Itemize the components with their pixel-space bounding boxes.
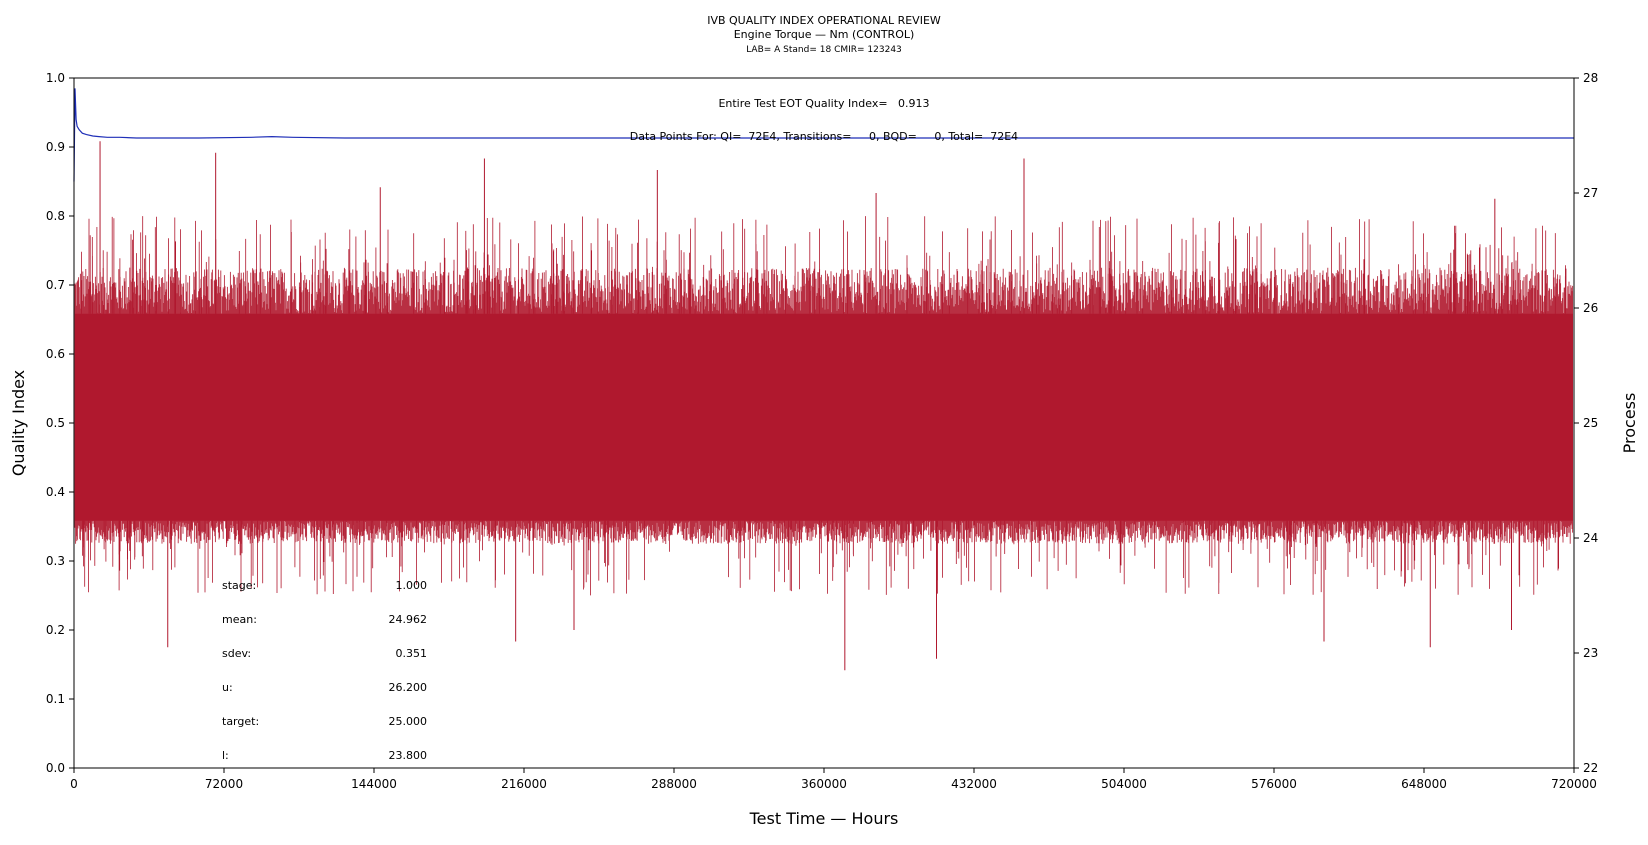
stat-label-3: u:	[222, 681, 233, 694]
x-tick-label-7: 504000	[1101, 777, 1147, 791]
right-tick-label-2: 24	[1583, 531, 1598, 545]
left-axis-title: Quality Index	[9, 370, 28, 476]
qi-annotation: Entire Test EOT Quality Index= 0.913	[718, 97, 929, 110]
left-tick-label-6: 0.6	[46, 347, 65, 361]
right-axis-title: Process	[1620, 393, 1639, 454]
process-band-core	[75, 313, 1573, 521]
x-tick-label-0: 0	[70, 777, 78, 791]
quality-index-line	[73, 88, 1574, 182]
x-axis-title: Test Time — Hours	[749, 809, 899, 828]
left-tick-label-10: 1.0	[46, 71, 65, 85]
x-tick-label-8: 576000	[1251, 777, 1297, 791]
chart-subtitle-lab: LAB= A Stand= 18 CMIR= 123243	[746, 45, 902, 55]
right-tick-label-1: 23	[1583, 646, 1598, 660]
left-tick-label-1: 0.1	[46, 692, 65, 706]
process-excursions	[81, 216, 1566, 596]
right-tick-label-6: 28	[1583, 71, 1598, 85]
left-tick-label-5: 0.5	[46, 416, 65, 430]
x-tick-label-10: 720000	[1551, 777, 1597, 791]
chart-title: IVB QUALITY INDEX OPERATIONAL REVIEW	[707, 14, 941, 27]
right-tick-label-5: 27	[1583, 186, 1598, 200]
left-axis: 0.0 0.1 0.2 0.3 0.4 0.5 0.6 0.7 0.8 0.9 1.0	[46, 71, 74, 775]
chart-titles: IVB QUALITY INDEX OPERATIONAL REVIEW Eng…	[707, 14, 941, 55]
process-series	[74, 141, 1574, 671]
right-axis: 22 23 24 25 26 27 28	[1574, 71, 1598, 775]
stat-label-2: sdev:	[222, 647, 251, 660]
x-tick-label-5: 360000	[801, 777, 847, 791]
stat-label-4: target:	[222, 715, 259, 728]
x-tick-label-4: 288000	[651, 777, 697, 791]
stat-value-5: 23.800	[389, 749, 428, 762]
x-tick-label-2: 144000	[351, 777, 397, 791]
left-tick-label-4: 0.4	[46, 485, 65, 499]
stat-label-1: mean:	[222, 613, 257, 626]
right-tick-label-3: 25	[1583, 416, 1598, 430]
left-tick-label-7: 0.7	[46, 278, 65, 292]
right-tick-label-4: 26	[1583, 301, 1598, 315]
points-annotation: Data Points For: QI= 72E4, Transitions= …	[630, 130, 1018, 143]
left-tick-label-0: 0.0	[46, 761, 65, 775]
stat-value-3: 26.200	[389, 681, 428, 694]
x-tick-label-1: 72000	[205, 777, 243, 791]
left-tick-label-3: 0.3	[46, 554, 65, 568]
stat-value-1: 24.962	[389, 613, 428, 626]
left-tick-label-2: 0.2	[46, 623, 65, 637]
x-tick-label-9: 648000	[1401, 777, 1447, 791]
quality-index-series	[73, 88, 1574, 182]
stat-label-0: stage:	[222, 579, 256, 592]
left-tick-label-9: 0.9	[46, 140, 65, 154]
stats-block: stage: 1.000 mean: 24.962 sdev: 0.351 u: 26.200…	[222, 579, 427, 762]
left-tick-label-8: 0.8	[46, 209, 65, 223]
stat-value-2: 0.351	[396, 647, 428, 660]
stat-value-4: 25.000	[389, 715, 428, 728]
x-tick-label-6: 432000	[951, 777, 997, 791]
x-tick-label-3: 216000	[501, 777, 547, 791]
chart-subtitle: Engine Torque — Nm (CONTROL)	[734, 28, 915, 41]
right-tick-label-0: 22	[1583, 761, 1598, 775]
stat-value-0: 1.000	[396, 579, 428, 592]
x-axis: 0 72000 144000 216000 288000 360000 432000 5040…	[70, 768, 1597, 791]
stat-label-5: l:	[222, 749, 229, 762]
